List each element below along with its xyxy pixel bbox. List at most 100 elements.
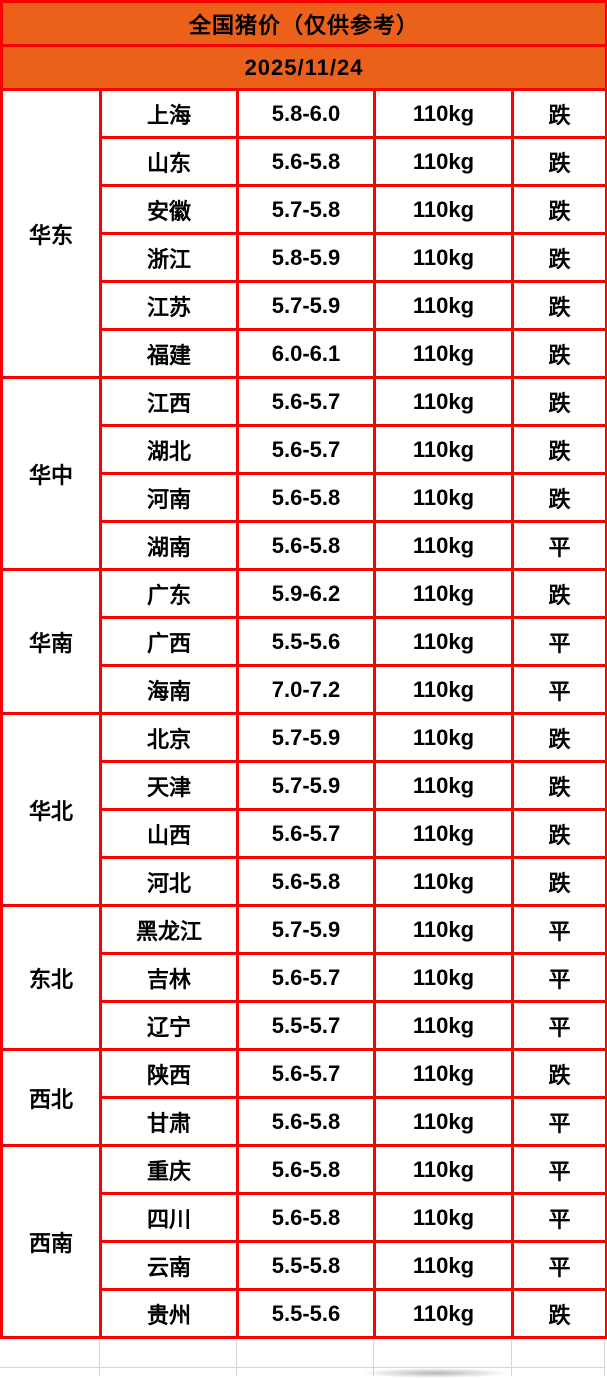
status-cell: 平 <box>510 664 607 715</box>
price-cell: 5.5-5.6 <box>236 616 376 667</box>
province-cell: 广西 <box>99 616 239 667</box>
region-cell: 华东 <box>0 88 102 379</box>
price-cell: 5.7-5.9 <box>236 280 376 331</box>
status-cell: 平 <box>510 1240 607 1291</box>
price-table-body: 华东 上海 5.8-6.0 110kg 跌山东 5.6-5.8 110kg 跌安徽 5.7-5.… <box>0 88 607 1339</box>
status-cell: 平 <box>510 1096 607 1147</box>
province-cell: 湖北 <box>99 424 239 475</box>
weight-cell: 110kg <box>373 664 514 715</box>
province-cell: 江西 <box>99 376 239 427</box>
status-cell: 跌 <box>510 424 607 475</box>
province-cell: 湖南 <box>99 520 239 571</box>
weight-cell: 110kg <box>373 1096 514 1147</box>
region-cell: 西北 <box>0 1048 102 1147</box>
price-cell: 5.6-5.8 <box>236 520 376 571</box>
weight-cell: 110kg <box>373 88 514 139</box>
table-row: 河南 5.6-5.8 110kg 跌 <box>2 472 607 523</box>
table-row: 天津 5.7-5.9 110kg 跌 <box>2 760 607 811</box>
status-cell: 跌 <box>510 760 607 811</box>
page-title: 全国猪价（仅供参考） <box>0 0 607 47</box>
status-cell: 跌 <box>510 328 607 379</box>
table-row: 甘肃 5.6-5.8 110kg 平 <box>2 1096 607 1147</box>
price-cell: 5.6-5.8 <box>236 1144 376 1195</box>
status-cell: 平 <box>510 520 607 571</box>
table-row: 福建 6.0-6.1 110kg 跌 <box>2 328 607 379</box>
weight-cell: 110kg <box>373 760 514 811</box>
province-cell: 黑龙江 <box>99 904 239 955</box>
price-cell: 5.5-5.8 <box>236 1240 376 1291</box>
region-cell: 华北 <box>0 712 102 907</box>
table-row: 云南 5.5-5.8 110kg 平 <box>2 1240 607 1291</box>
table-row: 西北 陕西 5.6-5.7 110kg 跌 <box>0 1048 607 1147</box>
weight-cell: 110kg <box>373 1288 514 1339</box>
status-cell: 跌 <box>510 280 607 331</box>
weight-cell: 110kg <box>373 856 514 907</box>
province-cell: 福建 <box>99 328 239 379</box>
status-cell: 跌 <box>510 808 607 859</box>
status-cell: 跌 <box>510 232 607 283</box>
gridline-horizontal <box>0 1367 605 1368</box>
status-cell: 平 <box>510 952 607 1003</box>
weight-cell: 110kg <box>373 136 514 187</box>
table-row: 湖北 5.6-5.7 110kg 跌 <box>2 424 607 475</box>
weight-cell: 110kg <box>373 328 514 379</box>
status-cell: 跌 <box>510 376 607 427</box>
province-cell: 四川 <box>99 1192 239 1243</box>
weight-cell: 110kg <box>373 1048 514 1099</box>
weight-cell: 110kg <box>373 376 514 427</box>
price-cell: 5.6-5.7 <box>236 424 376 475</box>
status-cell: 跌 <box>510 136 607 187</box>
weight-cell: 110kg <box>373 616 514 667</box>
price-cell: 5.6-5.8 <box>236 1192 376 1243</box>
table-row: 河北 5.6-5.8 110kg 跌 <box>2 856 607 907</box>
province-cell: 甘肃 <box>99 1096 239 1147</box>
price-cell: 5.7-5.9 <box>236 760 376 811</box>
weight-cell: 110kg <box>373 520 514 571</box>
province-cell: 河北 <box>99 856 239 907</box>
table-row: 贵州 5.5-5.6 110kg 跌 <box>2 1288 607 1339</box>
price-cell: 5.6-5.7 <box>236 808 376 859</box>
region-cell: 华南 <box>0 568 102 715</box>
weight-cell: 110kg <box>373 472 514 523</box>
price-cell: 5.5-5.6 <box>236 1288 376 1339</box>
province-cell: 浙江 <box>99 232 239 283</box>
table-row: 海南 7.0-7.2 110kg 平 <box>2 664 607 715</box>
price-cell: 5.9-6.2 <box>236 568 376 619</box>
status-cell: 跌 <box>510 184 607 235</box>
price-cell: 5.7-5.9 <box>236 904 376 955</box>
status-cell: 跌 <box>510 1288 607 1339</box>
region-cell: 东北 <box>0 904 102 1051</box>
weight-cell: 110kg <box>373 1192 514 1243</box>
province-cell: 安徽 <box>99 184 239 235</box>
price-cell: 5.7-5.8 <box>236 184 376 235</box>
status-cell: 跌 <box>510 568 607 619</box>
date-label: 2025/11/24 <box>0 44 607 91</box>
weight-cell: 110kg <box>373 232 514 283</box>
table-row: 吉林 5.6-5.7 110kg 平 <box>2 952 607 1003</box>
price-cell: 5.6-5.8 <box>236 856 376 907</box>
weight-cell: 110kg <box>373 904 514 955</box>
province-cell: 重庆 <box>99 1144 239 1195</box>
province-cell: 吉林 <box>99 952 239 1003</box>
table-row: 西南 重庆 5.6-5.8 110kg 平 <box>0 1144 607 1339</box>
province-cell: 云南 <box>99 1240 239 1291</box>
table-row: 四川 5.6-5.8 110kg 平 <box>2 1192 607 1243</box>
table-row: 华中 江西 5.6-5.7 110kg 跌 <box>0 376 607 571</box>
price-cell: 5.8-6.0 <box>236 88 376 139</box>
gridline-vertical <box>236 1340 237 1376</box>
weight-cell: 110kg <box>373 712 514 763</box>
table-row: 华东 上海 5.8-6.0 110kg 跌 <box>0 88 607 379</box>
pig-price-table: 全国猪价（仅供参考） 2025/11/24 华东 上海 5.8-6.0 110kg 跌山… <box>0 0 607 1339</box>
province-cell: 山西 <box>99 808 239 859</box>
price-cell: 7.0-7.2 <box>236 664 376 715</box>
weight-cell: 110kg <box>373 280 514 331</box>
price-cell: 5.6-5.7 <box>236 1048 376 1099</box>
province-cell: 广东 <box>99 568 239 619</box>
status-cell: 平 <box>510 1000 607 1051</box>
status-cell: 平 <box>510 616 607 667</box>
price-cell: 5.6-5.7 <box>236 376 376 427</box>
weight-cell: 110kg <box>373 808 514 859</box>
table-title-row: 全国猪价（仅供参考） <box>0 0 607 47</box>
price-cell: 5.6-5.7 <box>236 952 376 1003</box>
gridline-vertical <box>373 1340 374 1376</box>
